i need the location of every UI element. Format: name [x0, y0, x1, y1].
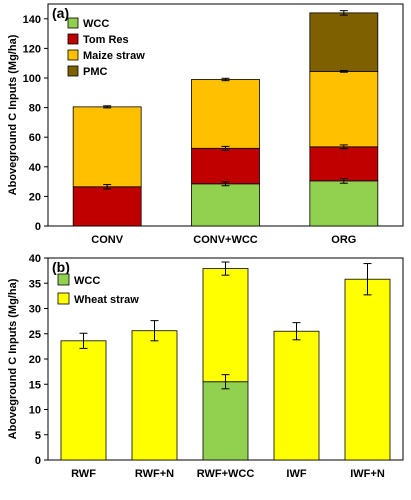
y-tick-label: 140 — [23, 14, 41, 26]
bar-segment-wcc — [191, 183, 260, 227]
bar-segment-wheat-straw — [131, 330, 178, 461]
y-tick-label: 30 — [29, 304, 41, 316]
legend-label: PMC — [83, 66, 108, 78]
bar-segment-tom-res — [72, 186, 142, 227]
legend-label: Wheat straw — [74, 294, 139, 306]
legend-swatch — [67, 65, 79, 77]
y-tick-label: 0 — [35, 455, 41, 467]
y-tick-label: 25 — [29, 329, 41, 341]
y-tick-label: 40 — [29, 162, 41, 174]
y-tick-label: 15 — [29, 379, 41, 391]
bar-segment-wcc — [202, 381, 249, 461]
bar-segment-wheat-straw — [344, 278, 391, 461]
x-tick-label: IWF+N — [350, 468, 385, 480]
chart-panel-0: 0 20 40 60 80 100 120 140 Aboveground C Inputs (… — [7, 3, 404, 246]
y-axis-label: Aboveground C Inputs (Mg/ha) — [7, 278, 19, 439]
y-tick-label: 100 — [23, 73, 41, 85]
x-tick-label: RWF+WCC — [197, 468, 255, 480]
y-tick-label: 80 — [29, 103, 41, 115]
bar-segment-wheat-straw — [273, 330, 320, 461]
bar-segment-wheat-straw — [202, 268, 249, 383]
y-tick-label: 20 — [29, 191, 41, 203]
bar-segment-maize-straw — [72, 106, 142, 188]
panel-label: (a) — [52, 5, 69, 21]
y-axis-label: Aboveground C Inputs (Mg/ha) — [7, 34, 19, 195]
legend-label: WCC — [74, 275, 100, 287]
y-tick-label: 35 — [29, 278, 41, 290]
bar-segment-tom-res — [309, 146, 379, 182]
legend-label: Tom Res — [83, 34, 129, 46]
legend-swatch — [57, 273, 70, 286]
legend-swatch — [57, 292, 70, 305]
x-tick-label: CONV+WCC — [193, 234, 258, 246]
legend-swatch — [67, 17, 79, 29]
y-tick-label: 0 — [35, 221, 41, 233]
bar-segment-wheat-straw — [60, 340, 107, 461]
bar-segment-pmc — [309, 12, 379, 72]
legend-swatch — [67, 49, 79, 61]
bar-segment-wcc — [309, 180, 379, 227]
legend-label: WCC — [83, 18, 109, 30]
y-tick-label: 20 — [29, 354, 41, 366]
bar-segment-maize-straw — [191, 79, 260, 149]
x-tick-label: ORG — [331, 234, 356, 246]
x-tick-label: CONV — [91, 234, 123, 246]
x-tick-label: RWF — [71, 468, 96, 480]
x-tick-label: IWF — [286, 468, 306, 480]
y-tick-label: 60 — [29, 132, 41, 144]
y-tick-label: 120 — [23, 43, 41, 55]
y-tick-label: 10 — [29, 405, 41, 417]
panel-label: (b) — [52, 259, 70, 275]
bar-segment-maize-straw — [309, 70, 379, 148]
legend-swatch — [67, 33, 79, 45]
y-tick-label: 5 — [35, 430, 41, 442]
chart-panel-1: 0 5 10 15 20 25 30 35 40 Aboveground C Inputs (Mg… — [7, 253, 404, 480]
legend-label: Maize straw — [83, 50, 145, 62]
bar-segment-tom-res — [191, 147, 260, 185]
y-tick-label: 40 — [29, 253, 41, 265]
x-tick-label: RWF+N — [135, 468, 174, 480]
